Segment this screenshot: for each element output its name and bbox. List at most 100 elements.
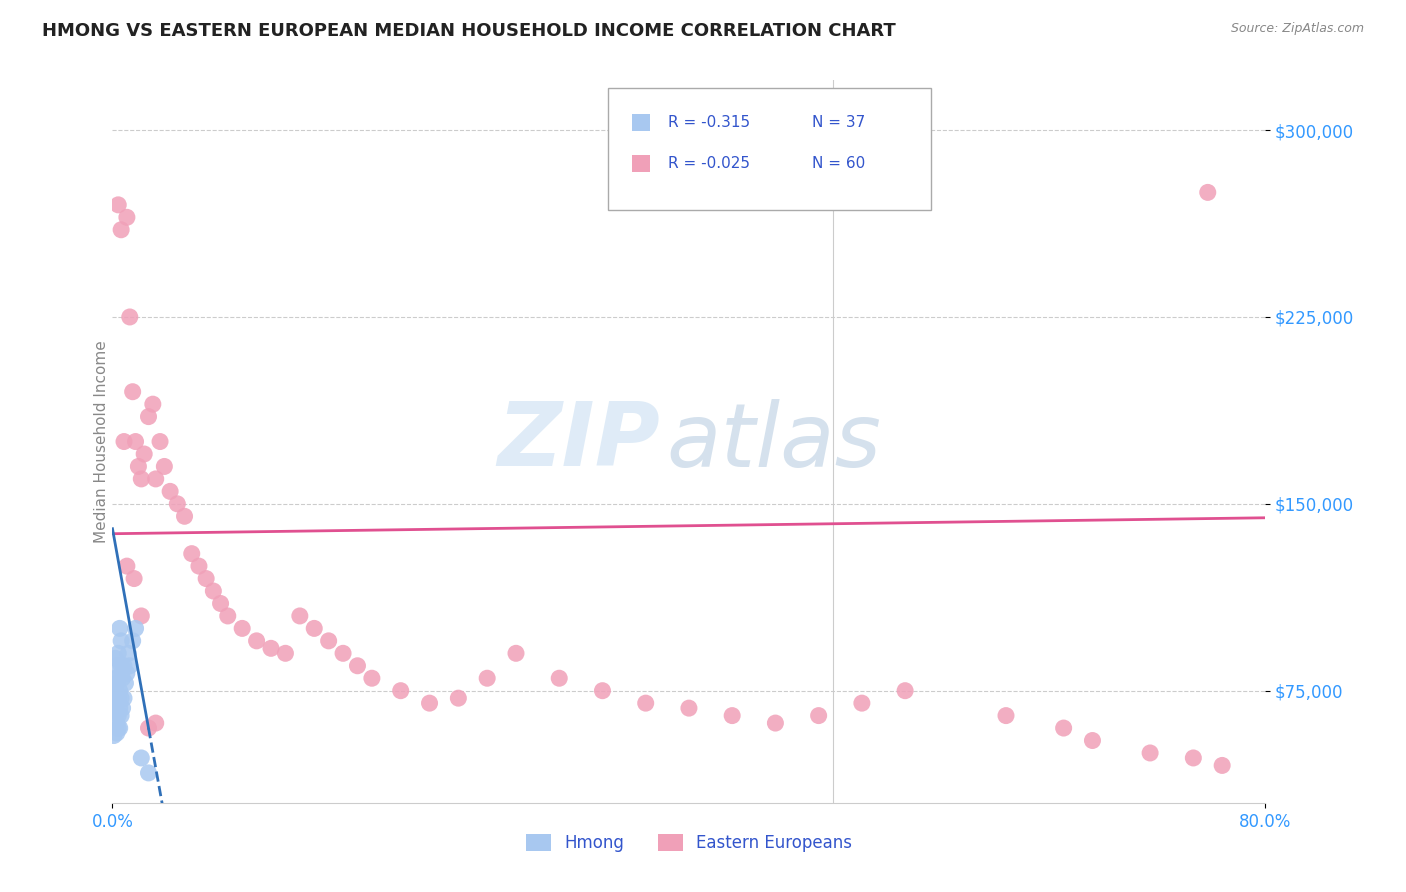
Point [246,633,269,648]
Point [134,447,156,461]
Point [346,658,368,673]
Point [1197,186,1219,200]
Point [678,701,700,715]
Point [142,397,165,411]
Point [332,646,354,660]
Point [121,384,143,399]
Point [166,497,188,511]
Point [173,509,195,524]
Point [108,721,131,735]
Point [118,658,141,673]
Point [447,691,470,706]
Point [114,676,136,690]
Point [505,646,527,660]
Point [124,621,146,635]
Point [149,434,172,449]
FancyBboxPatch shape [633,154,650,172]
Point [108,683,131,698]
Point [389,683,412,698]
Point [115,666,138,681]
Point [112,434,135,449]
Point [209,597,232,611]
Point [138,765,160,780]
Point [765,716,787,731]
Point [110,658,132,673]
Point [105,676,128,690]
Point [118,310,141,324]
Point [104,683,127,698]
FancyBboxPatch shape [633,113,650,131]
Point [115,211,138,225]
Point [105,658,128,673]
Point [104,701,127,715]
Text: Source: ZipAtlas.com: Source: ZipAtlas.com [1230,22,1364,36]
Point [180,547,202,561]
Point [1182,751,1205,765]
Point [807,708,830,723]
Point [592,683,614,698]
Point [851,696,873,710]
Text: HMONG VS EASTERN EUROPEAN MEDIAN HOUSEHOLD INCOME CORRELATION CHART: HMONG VS EASTERN EUROPEAN MEDIAN HOUSEHO… [42,22,896,40]
Point [475,671,499,685]
Point [419,696,441,710]
Point [288,609,311,624]
Text: R = -0.025: R = -0.025 [668,156,751,171]
Point [107,198,129,212]
Legend: Hmong, Eastern Europeans: Hmong, Eastern Europeans [526,834,852,852]
Point [159,484,181,499]
Point [304,621,326,635]
Point [115,559,138,574]
Point [217,609,239,624]
Point [108,701,131,715]
Point [103,691,125,706]
Point [548,671,571,685]
Point [894,683,917,698]
Point [111,701,134,715]
Point [107,721,129,735]
FancyBboxPatch shape [609,87,931,211]
Text: R = -0.315: R = -0.315 [668,115,751,129]
Point [1139,746,1161,760]
Point [153,459,176,474]
Point [105,696,128,710]
Point [274,646,297,660]
Point [103,704,125,718]
Point [103,729,125,743]
Text: ZIP: ZIP [498,398,661,485]
Point [104,671,127,685]
Point [105,726,128,740]
Text: atlas: atlas [666,399,880,484]
Point [107,671,129,685]
Point [1053,721,1076,735]
Point [105,716,128,731]
Point [110,708,132,723]
Point [124,434,146,449]
Point [138,409,160,424]
Point [145,716,167,731]
Point [634,696,657,710]
Point [260,641,283,656]
Point [107,691,129,706]
Point [1081,733,1104,747]
Point [721,708,744,723]
Point [231,621,253,635]
Point [104,651,127,665]
Point [107,708,129,723]
Point [129,609,153,624]
Point [112,691,135,706]
Point [318,633,340,648]
Point [107,646,129,660]
Point [110,691,132,706]
Point [202,584,225,599]
Point [117,646,139,660]
Point [108,621,131,635]
Point [122,572,145,586]
Point [112,658,135,673]
Point [129,751,153,765]
Point [129,472,153,486]
Point [360,671,382,685]
Point [188,559,211,574]
Point [145,472,167,486]
Text: N = 37: N = 37 [813,115,866,129]
Point [138,721,160,735]
